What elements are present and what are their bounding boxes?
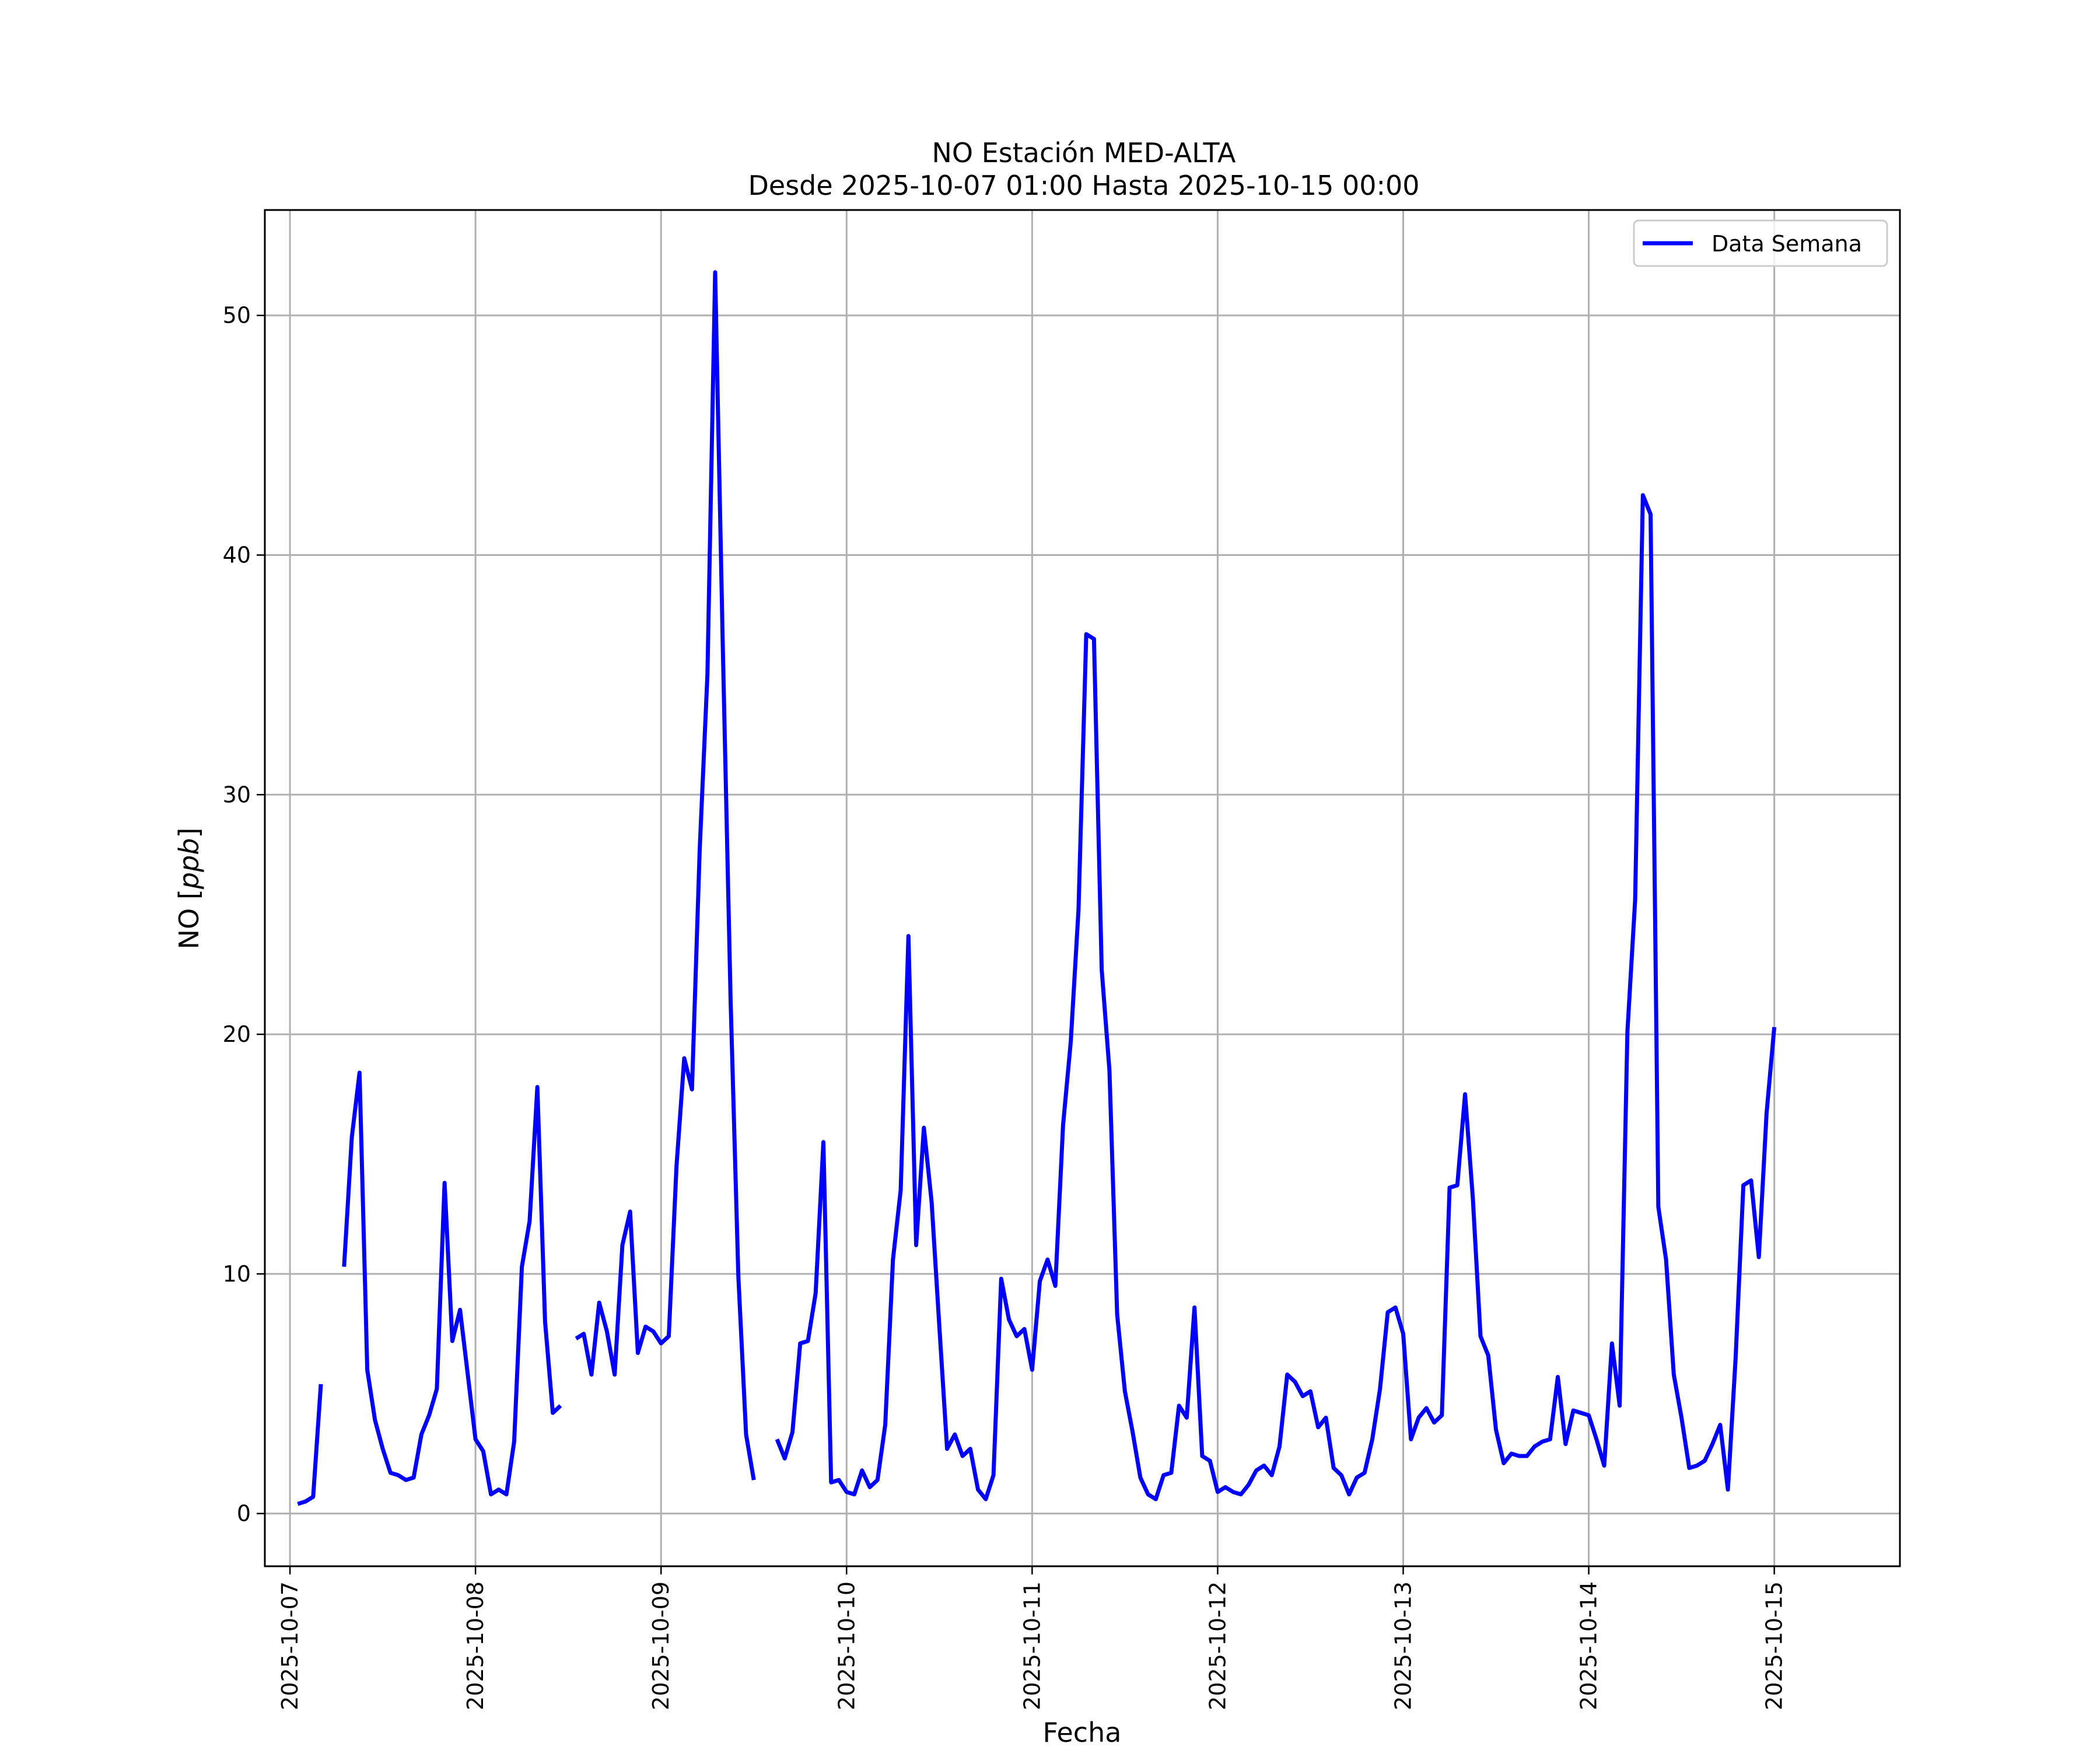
legend-box bbox=[1633, 219, 1888, 267]
y-tick-label: 30 bbox=[223, 782, 251, 807]
y-tick-label: 20 bbox=[223, 1021, 251, 1047]
y-axis-label-unit: ppb bbox=[173, 838, 205, 890]
grid-lines bbox=[265, 210, 1900, 1566]
series-line-segment bbox=[575, 270, 756, 1480]
y-axis-label: NO [ppb] bbox=[173, 828, 205, 950]
y-tick-label: 10 bbox=[223, 1261, 251, 1287]
x-tick-label: 2025-10-08 bbox=[463, 1581, 488, 1710]
series-line-segment bbox=[775, 493, 1777, 1502]
x-tick-label: 2025-10-10 bbox=[834, 1581, 859, 1710]
x-tick-label: 2025-10-09 bbox=[648, 1581, 674, 1710]
axis-ticks: 2025-10-07 2025-10-08 2025-10-09 2025-10-10… bbox=[223, 303, 1787, 1710]
x-tick-label: 2025-10-13 bbox=[1390, 1581, 1416, 1710]
x-tick-label: 2025-10-12 bbox=[1205, 1581, 1230, 1710]
legend-label-data-semana: Data Semana bbox=[1712, 231, 1862, 257]
y-tick-label: 40 bbox=[223, 542, 251, 568]
plot-area-frame bbox=[264, 209, 1901, 1567]
x-tick-label: 2025-10-15 bbox=[1762, 1581, 1787, 1710]
x-tick-label: 2025-10-11 bbox=[1019, 1581, 1045, 1710]
y-tick-label: 50 bbox=[223, 303, 251, 328]
series-line-segment bbox=[342, 1070, 562, 1497]
y-axis-label-close: ] bbox=[173, 828, 205, 838]
series-line-segment bbox=[297, 1384, 323, 1506]
chart-subtitle: Desde 2025-10-07 01:00 Hasta 2025-10-15 … bbox=[748, 170, 1419, 201]
x-tick-label: 2025-10-14 bbox=[1576, 1581, 1602, 1710]
x-tick-label: 2025-10-07 bbox=[277, 1581, 303, 1710]
y-tick-label: 0 bbox=[237, 1501, 251, 1527]
legend: Data Semana bbox=[1633, 219, 1888, 267]
x-axis-label: Fecha bbox=[1043, 1717, 1122, 1748]
y-axis-label-text: NO [ bbox=[173, 889, 205, 949]
data-series-data-semana bbox=[297, 270, 1777, 1506]
chart-title: NO Estación MED-ALTA bbox=[932, 137, 1236, 169]
